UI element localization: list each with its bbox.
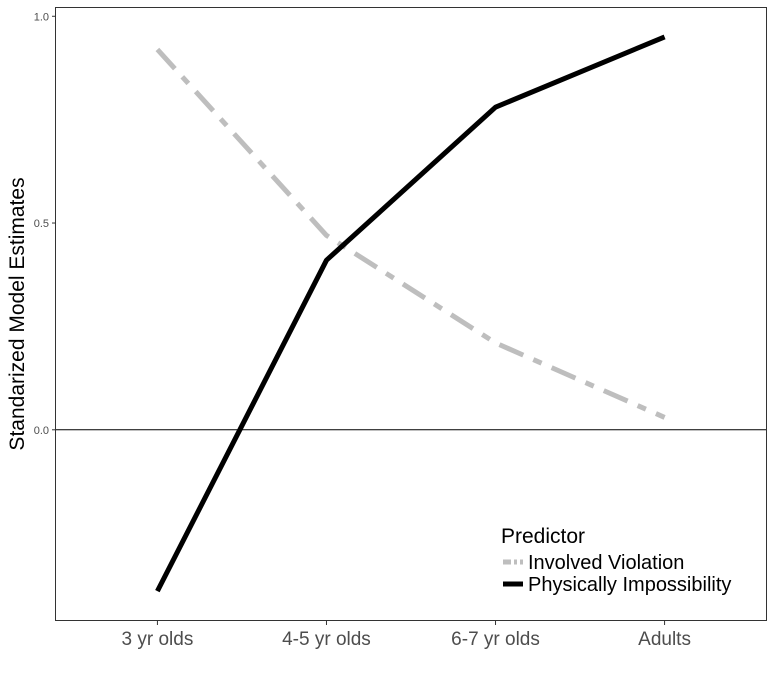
x-tick-label: 4-5 yr olds — [282, 629, 371, 650]
y-tick-label: 0.5 — [34, 218, 49, 230]
y-tick-label: 1.0 — [34, 11, 49, 23]
y-axis-label: Standarized Model Estimates — [6, 177, 29, 450]
series-line-involved-violation — [155, 47, 666, 420]
legend-label: Physically Impossibility — [528, 574, 731, 596]
x-tick-label: Adults — [638, 629, 691, 650]
series-line-physically-impossibility — [155, 34, 666, 593]
y-tick-label: 0.0 — [34, 425, 49, 437]
x-axis-ticks: 3 yr olds 4-5 yr olds 6-7 yr olds Adults — [122, 620, 691, 650]
plot-panel — [55, 7, 767, 621]
series-layer — [155, 34, 666, 593]
legend-label: Involved Violation — [528, 552, 684, 574]
x-tick-label: 3 yr olds — [122, 629, 194, 650]
y-axis-ticks: 0.0 0.5 1.0 — [34, 11, 56, 437]
x-tick-label: 6-7 yr olds — [451, 629, 540, 650]
legend-title: Predictor — [501, 525, 585, 548]
